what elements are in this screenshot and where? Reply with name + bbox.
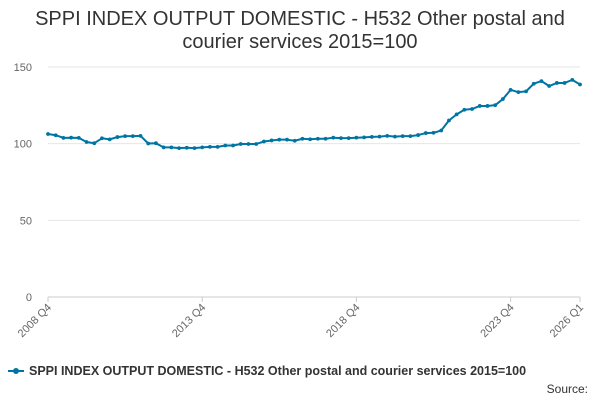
data-point bbox=[377, 134, 382, 139]
x-tick-label: 2013 Q4 bbox=[170, 302, 208, 340]
legend-swatch bbox=[8, 365, 24, 377]
data-point bbox=[354, 135, 359, 140]
data-point bbox=[138, 133, 143, 138]
data-point bbox=[146, 141, 151, 146]
data-point bbox=[400, 134, 405, 139]
data-point bbox=[562, 81, 567, 85]
data-point bbox=[339, 136, 343, 141]
data-point bbox=[246, 142, 251, 146]
data-point bbox=[300, 136, 305, 141]
x-tick-label: 2023 Q4 bbox=[478, 302, 516, 340]
data-point bbox=[516, 90, 521, 95]
y-tick-label: 50 bbox=[20, 215, 32, 227]
y-tick-label: 100 bbox=[14, 139, 32, 151]
data-point bbox=[84, 140, 89, 144]
data-point bbox=[46, 132, 50, 136]
data-point bbox=[439, 128, 444, 133]
data-point bbox=[277, 137, 282, 142]
data-point bbox=[393, 134, 397, 139]
x-tick-label: 2008 Q4 bbox=[16, 302, 54, 340]
data-point bbox=[192, 146, 197, 151]
data-point bbox=[408, 134, 413, 139]
data-point bbox=[161, 145, 166, 150]
data-point bbox=[570, 77, 575, 82]
data-point bbox=[369, 135, 374, 139]
data-point bbox=[208, 144, 212, 149]
legend-swatch-marker bbox=[13, 368, 19, 374]
data-point bbox=[177, 146, 181, 151]
data-point bbox=[292, 138, 297, 143]
data-point bbox=[493, 103, 498, 108]
data-point bbox=[346, 136, 351, 141]
data-point bbox=[223, 143, 228, 148]
x-tick-label: 2018 Q4 bbox=[324, 302, 362, 340]
data-point bbox=[169, 145, 174, 150]
data-point bbox=[184, 145, 189, 150]
data-point bbox=[53, 133, 58, 138]
data-point bbox=[115, 135, 120, 139]
source-label: Source: bbox=[546, 382, 588, 396]
legend[interactable]: SPPI INDEX OUTPUT DOMESTIC - H532 Other … bbox=[8, 364, 594, 378]
data-point bbox=[524, 89, 528, 94]
data-point bbox=[123, 134, 128, 139]
data-point bbox=[539, 79, 544, 84]
data-point bbox=[385, 133, 390, 138]
data-point bbox=[470, 107, 474, 111]
data-point bbox=[547, 84, 552, 88]
data-point bbox=[554, 81, 559, 85]
series-line bbox=[47, 78, 581, 150]
data-point bbox=[477, 104, 482, 108]
data-point bbox=[261, 139, 266, 144]
data-point bbox=[423, 131, 428, 135]
data-point bbox=[331, 135, 336, 140]
y-tick-label: 150 bbox=[14, 62, 32, 74]
data-point bbox=[92, 141, 97, 146]
data-point bbox=[200, 145, 205, 150]
chart-title: SPPI INDEX OUTPUT DOMESTIC - H532 Other … bbox=[0, 8, 600, 54]
legend-label: SPPI INDEX OUTPUT DOMESTIC - H532 Other … bbox=[29, 364, 527, 378]
data-point bbox=[315, 136, 320, 141]
data-point bbox=[308, 137, 313, 142]
data-point bbox=[500, 97, 505, 101]
data-point bbox=[362, 135, 367, 140]
data-point bbox=[431, 130, 436, 135]
data-point bbox=[531, 81, 536, 86]
data-point bbox=[578, 82, 582, 87]
x-tick-label: 2026 Q1 bbox=[548, 302, 586, 340]
data-point bbox=[231, 143, 235, 148]
data-point bbox=[215, 144, 220, 149]
data-point bbox=[154, 141, 158, 146]
chart-title-line-1: SPPI INDEX OUTPUT DOMESTIC - H532 Other … bbox=[35, 8, 565, 30]
data-point bbox=[323, 136, 328, 141]
data-point bbox=[238, 142, 243, 146]
data-point bbox=[130, 134, 135, 139]
data-point bbox=[254, 142, 259, 146]
data-point bbox=[100, 136, 104, 141]
data-point bbox=[285, 137, 289, 142]
data-point bbox=[107, 137, 112, 142]
data-point bbox=[454, 112, 459, 117]
data-point bbox=[416, 133, 420, 137]
data-point bbox=[61, 135, 66, 140]
data-point bbox=[69, 135, 74, 140]
data-point bbox=[76, 135, 81, 140]
data-point bbox=[269, 138, 274, 143]
y-tick-label: 0 bbox=[26, 292, 32, 304]
data-point bbox=[508, 87, 513, 92]
data-point bbox=[485, 104, 490, 108]
data-point bbox=[462, 107, 467, 112]
data-point bbox=[447, 118, 451, 123]
chart-title-line-2: courier services 2015=100 bbox=[182, 31, 418, 53]
